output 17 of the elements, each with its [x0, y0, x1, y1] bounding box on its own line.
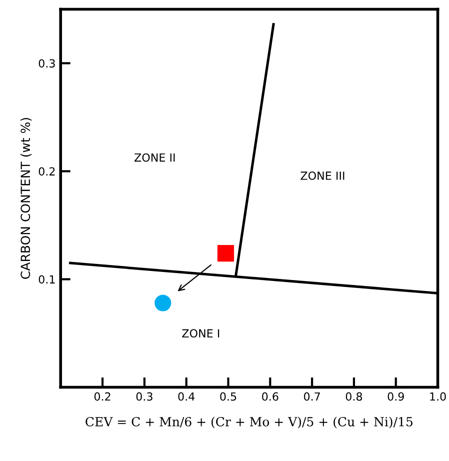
x-tick-label: 0.7: [304, 392, 320, 401]
x-tick-label: 0.4: [178, 392, 195, 401]
x-tick-label: 0.2: [94, 392, 110, 401]
x-tick-label: 1.0: [430, 392, 446, 401]
x-tick-label: 0.3: [136, 392, 152, 401]
x-axis-title: CEV = C + Mn/6 + (Cr + Mo + V)/5 + (Cu + Ni)/15: [86, 416, 412, 428]
y-tick-label: 0.1: [38, 275, 55, 284]
y-axis-title: CARBON CONTENT (wt %): [20, 118, 32, 279]
x-tick-label: 0.9: [388, 392, 404, 401]
annotation: ZONE III: [300, 172, 344, 180]
annotation: ZONE II: [134, 153, 175, 162]
annotation: ZONE I: [182, 329, 220, 338]
y-tick-label: 0.2: [38, 167, 55, 176]
y-tick-label: 0.3: [38, 59, 55, 68]
x-tick-label: 0.8: [346, 392, 362, 401]
x-tick-label: 0.5: [220, 392, 236, 401]
x-tick-label: 0.6: [262, 392, 278, 401]
